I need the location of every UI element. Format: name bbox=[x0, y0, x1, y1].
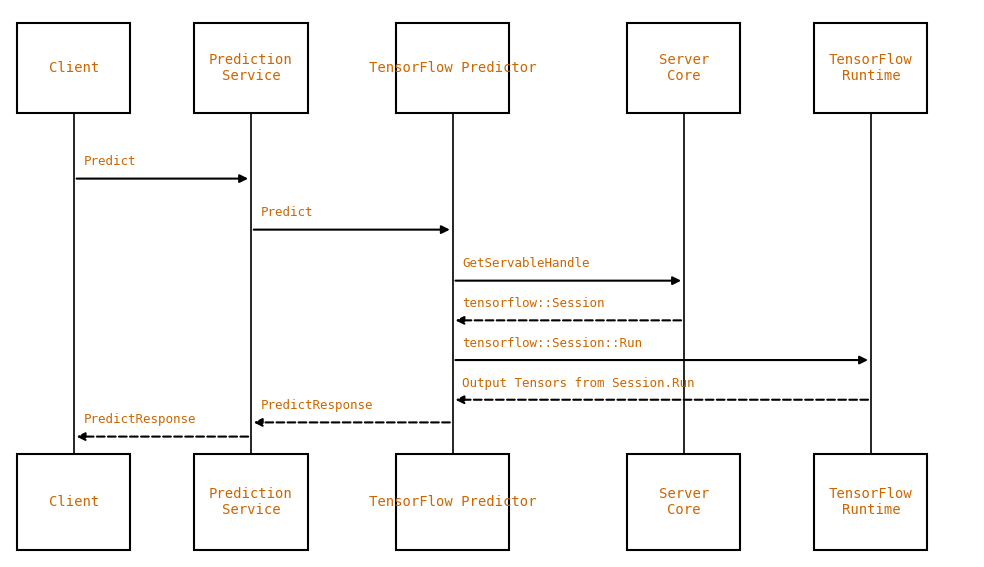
Text: Client: Client bbox=[48, 61, 99, 75]
Text: Output Tensors from Session.Run: Output Tensors from Session.Run bbox=[462, 376, 695, 390]
Text: TensorFlow Predictor: TensorFlow Predictor bbox=[369, 495, 536, 509]
Bar bbox=[815, 454, 927, 550]
Text: Predict: Predict bbox=[261, 206, 313, 219]
Text: Prediction
Service: Prediction Service bbox=[209, 486, 293, 517]
Text: Server
Core: Server Core bbox=[658, 486, 709, 517]
Bar bbox=[195, 454, 308, 550]
Text: PredictResponse: PredictResponse bbox=[261, 399, 373, 412]
Text: Server
Core: Server Core bbox=[658, 53, 709, 83]
Bar bbox=[396, 23, 510, 113]
Text: Prediction
Service: Prediction Service bbox=[209, 53, 293, 83]
Bar bbox=[396, 454, 510, 550]
Text: Predict: Predict bbox=[84, 155, 136, 168]
Bar bbox=[815, 23, 927, 113]
Text: TensorFlow
Runtime: TensorFlow Runtime bbox=[829, 486, 913, 517]
Bar bbox=[195, 23, 308, 113]
Text: PredictResponse: PredictResponse bbox=[84, 413, 196, 426]
Text: GetServableHandle: GetServableHandle bbox=[462, 257, 590, 270]
Text: Client: Client bbox=[48, 495, 99, 509]
Text: TensorFlow
Runtime: TensorFlow Runtime bbox=[829, 53, 913, 83]
Bar bbox=[628, 23, 740, 113]
Text: TensorFlow Predictor: TensorFlow Predictor bbox=[369, 61, 536, 75]
Bar bbox=[628, 454, 740, 550]
Bar bbox=[17, 23, 131, 113]
Text: tensorflow::Session: tensorflow::Session bbox=[462, 297, 605, 310]
Text: tensorflow::Session::Run: tensorflow::Session::Run bbox=[462, 337, 643, 350]
Bar bbox=[17, 454, 131, 550]
